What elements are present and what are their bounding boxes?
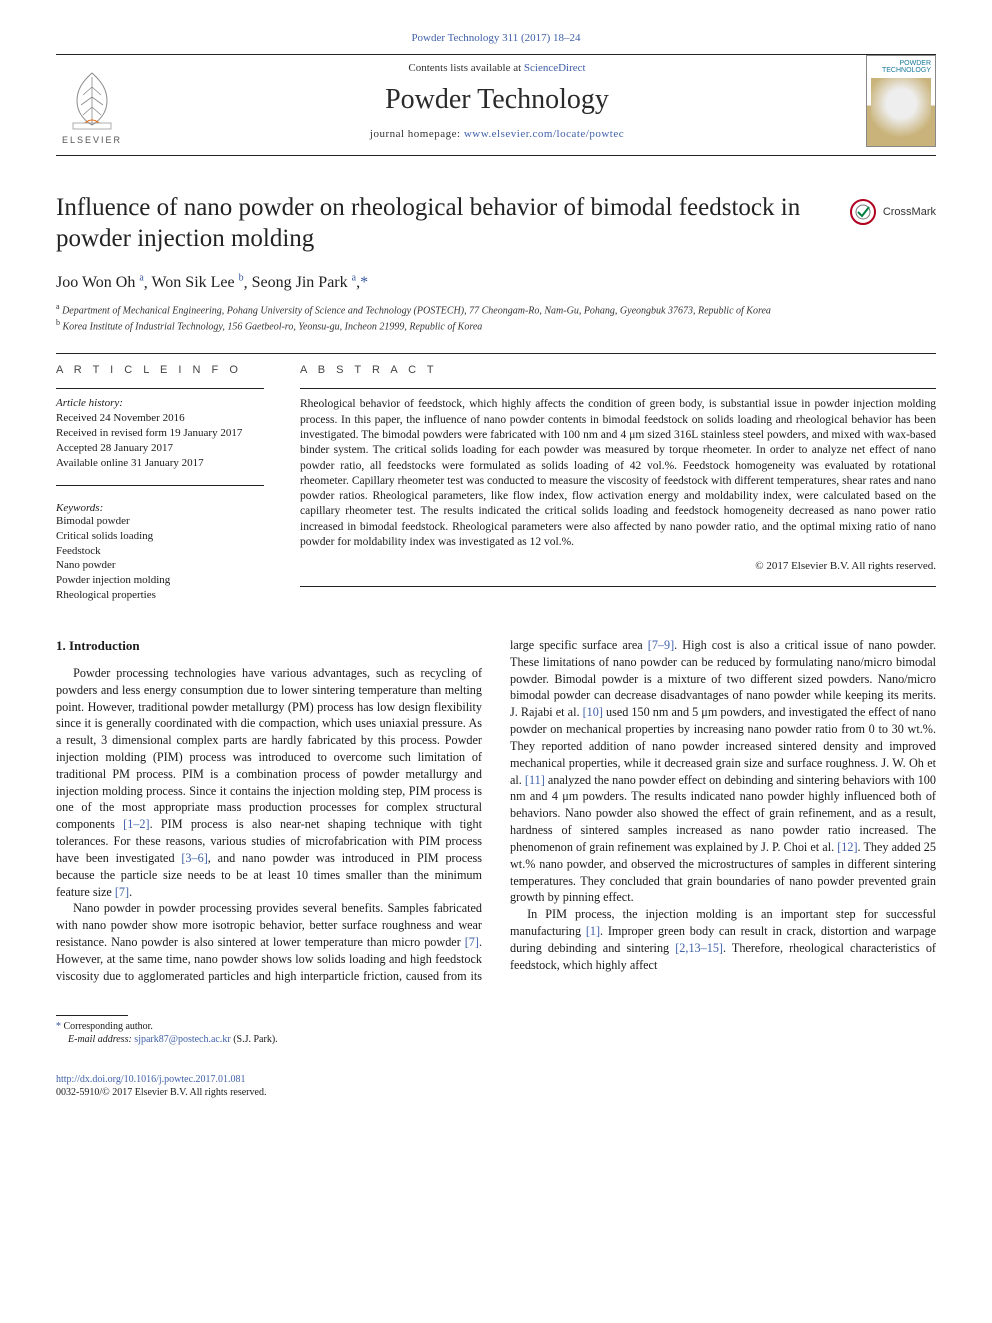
authors-line: Joo Won Oh a, Won Sik Lee b, Seong Jin P… xyxy=(56,273,936,292)
cover-art xyxy=(871,78,931,142)
history-lines: Received 24 November 2016 Received in re… xyxy=(56,411,264,470)
homepage-prefix: journal homepage: xyxy=(370,128,464,140)
history-accepted: Accepted 28 January 2017 xyxy=(56,441,264,456)
article-title: Influence of nano powder on rheological … xyxy=(56,192,831,255)
journal-cover-thumb: POWDER TECHNOLOGY xyxy=(866,55,936,147)
contents-lists-line: Contents lists available at ScienceDirec… xyxy=(128,62,866,74)
email-person: (S.J. Park). xyxy=(233,1034,277,1045)
keyword: Feedstock xyxy=(56,544,264,559)
ref-link[interactable]: [7] xyxy=(115,885,129,899)
sciencedirect-link[interactable]: ScienceDirect xyxy=(524,62,586,74)
corresponding-email-link[interactable]: sjpark87@postech.ac.kr xyxy=(134,1034,230,1045)
affiliations: a Department of Mechanical Engineering, … xyxy=(56,302,936,334)
crossmark-badge[interactable]: CrossMark xyxy=(849,198,936,226)
cover-label-1: POWDER xyxy=(900,60,932,67)
keyword: Bimodal powder xyxy=(56,514,264,529)
corresponding-footnote: * Corresponding author. E-mail address: … xyxy=(56,1009,936,1047)
email-label: E-mail address: xyxy=(68,1034,132,1045)
corresponding-label: Corresponding author. xyxy=(64,1021,153,1032)
homepage-link[interactable]: www.elsevier.com/locate/powtec xyxy=(464,128,624,140)
abstract-rule xyxy=(300,388,936,389)
abstract-bottom-rule xyxy=(300,586,936,587)
keyword: Nano powder xyxy=(56,558,264,573)
ref-link[interactable]: [11] xyxy=(525,773,545,787)
article-info-heading: A R T I C L E I N F O xyxy=(56,364,264,376)
ref-link[interactable]: [1] xyxy=(586,924,600,938)
ref-link[interactable]: [10] xyxy=(583,705,603,719)
rule-above-meta xyxy=(56,353,936,354)
keywords-list: Bimodal powder Critical solids loading F… xyxy=(56,514,264,603)
author-2: Won Sik Lee b xyxy=(151,274,243,291)
doi-block: http://dx.doi.org/10.1016/j.powtec.2017.… xyxy=(56,1073,936,1100)
intro-para-1: Powder processing technologies have vari… xyxy=(56,665,482,901)
keyword: Critical solids loading xyxy=(56,529,264,544)
keywords-label: Keywords: xyxy=(56,502,264,514)
citation-link[interactable]: Powder Technology 311 (2017) 18–24 xyxy=(411,32,580,44)
keyword: Powder injection molding xyxy=(56,573,264,588)
doi-link[interactable]: http://dx.doi.org/10.1016/j.powtec.2017.… xyxy=(56,1074,246,1085)
top-citation: Powder Technology 311 (2017) 18–24 xyxy=(56,32,936,44)
homepage-line: journal homepage: www.elsevier.com/locat… xyxy=(128,128,866,140)
author-3: Seong Jin Park a,* xyxy=(252,274,368,291)
cover-label-2: TECHNOLOGY xyxy=(882,67,931,74)
issn-copyright: 0032-5910/© 2017 Elsevier B.V. All right… xyxy=(56,1086,936,1100)
abstract-column: A B S T R A C T Rheological behavior of … xyxy=(300,364,936,602)
body-two-column: 1. Introduction Powder processing techno… xyxy=(56,637,936,985)
affiliation-a: a Department of Mechanical Engineering, … xyxy=(56,302,936,318)
contents-prefix: Contents lists available at xyxy=(408,62,523,74)
history-revised: Received in revised form 19 January 2017 xyxy=(56,426,264,441)
title-row: Influence of nano powder on rheological … xyxy=(56,192,936,255)
journal-banner: ELSEVIER Contents lists available at Sci… xyxy=(56,55,936,156)
ref-link[interactable]: [3–6] xyxy=(181,851,207,865)
abstract-heading: A B S T R A C T xyxy=(300,364,936,376)
elsevier-wordmark: ELSEVIER xyxy=(62,135,122,145)
abstract-copyright: © 2017 Elsevier B.V. All rights reserved… xyxy=(300,560,936,572)
history-label: Article history: xyxy=(56,397,264,409)
keyword: Rheological properties xyxy=(56,588,264,603)
info-rule-2 xyxy=(56,485,264,486)
section-1-heading: 1. Introduction xyxy=(56,637,482,655)
crossmark-label: CrossMark xyxy=(883,206,936,218)
ref-link[interactable]: [7] xyxy=(465,935,479,949)
history-online: Available online 31 January 2017 xyxy=(56,456,264,471)
ref-link[interactable]: [1–2] xyxy=(123,817,149,831)
journal-name: Powder Technology xyxy=(128,84,866,116)
elsevier-logo: ELSEVIER xyxy=(56,57,128,145)
ref-link[interactable]: [7–9] xyxy=(648,638,674,652)
intro-para-3: In PIM process, the injection molding is… xyxy=(510,906,936,973)
elsevier-tree-icon xyxy=(63,67,121,131)
meta-and-abstract: A R T I C L E I N F O Article history: R… xyxy=(56,364,936,602)
page-root: Powder Technology 311 (2017) 18–24 ELSEV… xyxy=(0,0,992,1140)
info-rule xyxy=(56,388,264,389)
ref-link[interactable]: [2,13–15] xyxy=(675,941,723,955)
crossmark-icon xyxy=(849,198,877,226)
article-info-column: A R T I C L E I N F O Article history: R… xyxy=(56,364,264,602)
banner-center: Contents lists available at ScienceDirec… xyxy=(128,62,866,140)
author-1: Joo Won Oh a xyxy=(56,274,144,291)
footnote-rule xyxy=(56,1015,128,1016)
abstract-text: Rheological behavior of feedstock, which… xyxy=(300,397,936,550)
affiliation-b: b Korea Institute of Industrial Technolo… xyxy=(56,318,936,334)
history-received: Received 24 November 2016 xyxy=(56,411,264,426)
ref-link[interactable]: [12] xyxy=(837,840,857,854)
